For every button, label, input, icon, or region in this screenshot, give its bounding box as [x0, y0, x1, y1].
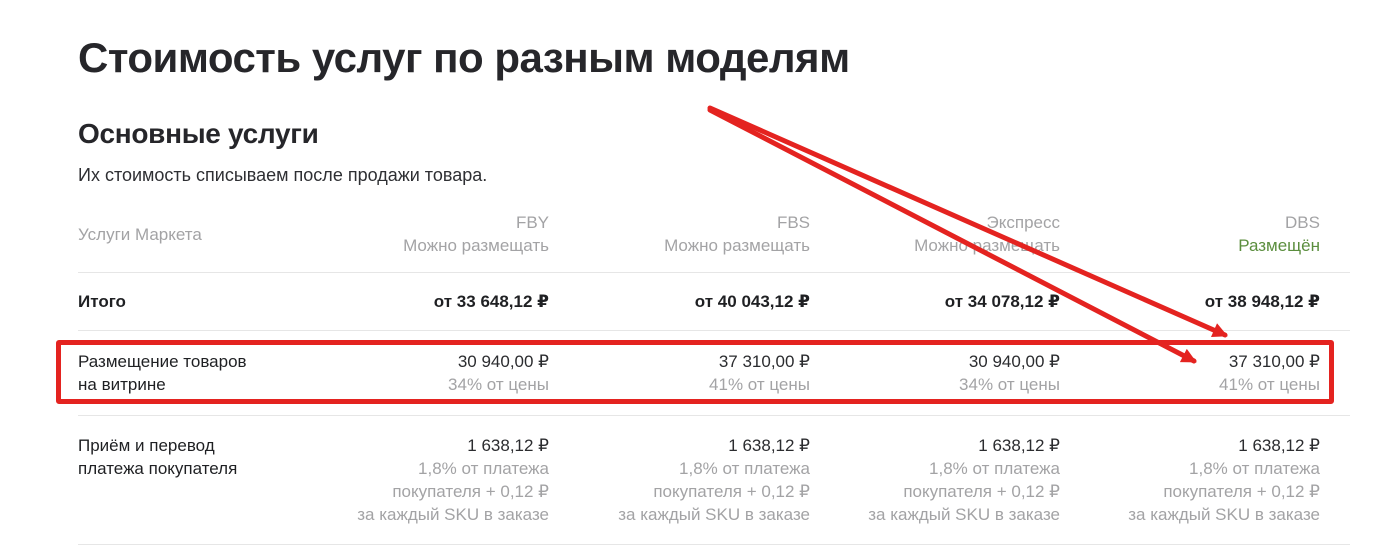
row-label-placement-line1: Размещение товаров	[78, 352, 247, 371]
row-label-payment-line2: платежа покупателя	[78, 459, 238, 478]
payment-fbs: 1 638,12 ₽ 1,8% от платежа покупателя + …	[549, 434, 810, 526]
total-fbs: от 40 043,12 ₽	[694, 292, 810, 311]
placement-express-price: 30 940,00 ₽	[968, 352, 1060, 371]
total-express: от 34 078,12 ₽	[944, 292, 1060, 311]
payment-dbs-price: 1 638,12 ₽	[1238, 436, 1320, 455]
placement-fbs: 37 310,00 ₽ 41% от цены	[549, 350, 810, 396]
placement-dbs: 37 310,00 ₽ 41% от цены	[1060, 350, 1320, 396]
total-dbs: от 38 948,12 ₽	[1204, 292, 1320, 311]
payment-fbs-detail1: 1,8% от платежа	[679, 459, 810, 478]
model-status-express: Можно размещать	[914, 236, 1060, 255]
placement-dbs-price: 37 310,00 ₽	[1228, 352, 1320, 371]
table-row-placement: Размещение товаров на витрине 30 940,00 …	[78, 331, 1350, 416]
row-label-placement: Размещение товаров на витрине	[78, 350, 288, 396]
row-label-placement-line2: на витрине	[78, 375, 166, 394]
table-header-row: Услуги Маркета FBY Можно размещать FBS М…	[78, 196, 1350, 273]
page-title: Стоимость услуг по разным моделям	[78, 34, 850, 82]
placement-fby-price: 30 940,00 ₽	[457, 352, 549, 371]
payment-dbs-detail2: покупателя + 0,12 ₽	[1163, 482, 1320, 501]
column-header-fby: FBY Можно размещать	[288, 211, 549, 257]
column-header-services: Услуги Маркета	[78, 224, 202, 244]
column-header-express: Экспресс Можно размещать	[810, 211, 1060, 257]
placement-express: 30 940,00 ₽ 34% от цены	[810, 350, 1060, 396]
payment-fbs-detail2: покупателя + 0,12 ₽	[653, 482, 810, 501]
row-label-payment: Приём и перевод платежа покупателя	[78, 416, 288, 480]
placement-fbs-percent: 41% от цены	[709, 375, 810, 394]
row-label-total: Итого	[78, 292, 126, 311]
total-fby: от 33 648,12 ₽	[433, 292, 549, 311]
payment-fbs-price: 1 638,12 ₽	[728, 436, 810, 455]
model-status-fby: Можно размещать	[403, 236, 549, 255]
section-description: Их стоимость списываем после продажи тов…	[78, 165, 488, 185]
table-row-total: Итого от 33 648,12 ₽ от 40 043,12 ₽ от 3…	[78, 273, 1350, 331]
payment-express: 1 638,12 ₽ 1,8% от платежа покупателя + …	[810, 434, 1060, 526]
payment-express-detail1: 1,8% от платежа	[929, 459, 1060, 478]
payment-fby-price: 1 638,12 ₽	[467, 436, 549, 455]
model-status-fbs: Можно размещать	[664, 236, 810, 255]
payment-express-detail2: покупателя + 0,12 ₽	[903, 482, 1060, 501]
payment-fby: 1 638,12 ₽ 1,8% от платежа покупателя + …	[288, 434, 549, 526]
placement-fby: 30 940,00 ₽ 34% от цены	[288, 350, 549, 396]
payment-fby-detail1: 1,8% от платежа	[418, 459, 549, 478]
row-label-payment-line1: Приём и перевод	[78, 436, 215, 455]
model-name-fbs: FBS	[776, 213, 810, 232]
column-header-dbs: DBS Размещён	[1060, 211, 1320, 257]
payment-fby-detail3: за каждый SKU в заказе	[357, 505, 549, 524]
payment-express-detail3: за каждый SKU в заказе	[868, 505, 1060, 524]
payment-fby-detail2: покупателя + 0,12 ₽	[392, 482, 549, 501]
section-title: Основные услуги	[78, 118, 319, 150]
model-name-dbs: DBS	[1285, 213, 1320, 232]
placement-fbs-price: 37 310,00 ₽	[718, 352, 810, 371]
payment-dbs: 1 638,12 ₽ 1,8% от платежа покупателя + …	[1060, 434, 1320, 526]
model-name-express: Экспресс	[986, 213, 1060, 232]
pricing-table: Услуги Маркета FBY Можно размещать FBS М…	[78, 196, 1350, 545]
payment-express-price: 1 638,12 ₽	[978, 436, 1060, 455]
column-header-fbs: FBS Можно размещать	[549, 211, 810, 257]
payment-fbs-detail3: за каждый SKU в заказе	[618, 505, 810, 524]
placement-dbs-percent: 41% от цены	[1219, 375, 1320, 394]
payment-dbs-detail1: 1,8% от платежа	[1189, 459, 1320, 478]
model-name-fby: FBY	[515, 213, 549, 232]
table-row-payment: Приём и перевод платежа покупателя 1 638…	[78, 416, 1350, 545]
model-status-dbs: Размещён	[1238, 236, 1320, 255]
placement-fby-percent: 34% от цены	[448, 375, 549, 394]
placement-express-percent: 34% от цены	[959, 375, 1060, 394]
payment-dbs-detail3: за каждый SKU в заказе	[1128, 505, 1320, 524]
